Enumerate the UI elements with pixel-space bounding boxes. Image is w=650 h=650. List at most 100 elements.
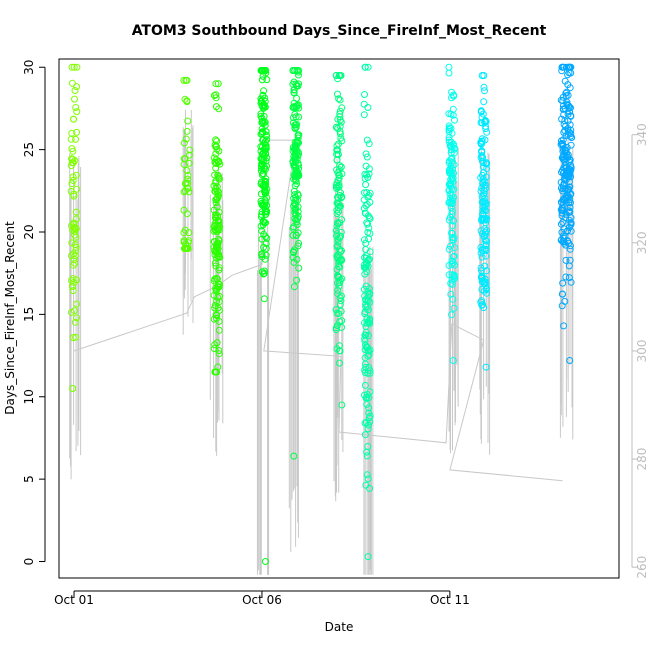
data-point (215, 105, 223, 113)
data-point (257, 197, 265, 205)
data-point (479, 110, 487, 118)
data-point (558, 67, 566, 75)
y-tick-label: 0 (22, 558, 36, 566)
data-point (445, 63, 453, 71)
data-point (210, 154, 218, 162)
data-point (365, 140, 373, 148)
data-point (562, 256, 570, 264)
data-point (334, 90, 341, 98)
data-point (478, 72, 486, 79)
data-point (335, 95, 343, 103)
data-point (364, 104, 372, 111)
data-point (557, 137, 565, 145)
data-point (292, 216, 300, 224)
data-point (334, 238, 342, 246)
data-point (445, 271, 453, 279)
data-point (479, 180, 487, 188)
y-tick-label: 15 (22, 307, 36, 322)
data-point (260, 295, 268, 303)
data-point (362, 323, 370, 330)
data-point (361, 270, 369, 278)
data-point (336, 359, 343, 367)
data-point (295, 71, 302, 79)
data-point (363, 452, 371, 460)
data-point (334, 146, 342, 154)
data-point (363, 189, 371, 196)
data-point (361, 431, 369, 439)
data-point (336, 162, 344, 170)
data-point (448, 207, 456, 215)
data-point (335, 72, 343, 79)
data-point (295, 239, 303, 247)
data-point (70, 190, 78, 198)
data-point (334, 242, 342, 250)
data-point (478, 286, 486, 293)
data-point (562, 214, 570, 222)
data-point (289, 224, 297, 232)
data-point (180, 188, 188, 196)
data-point (185, 159, 193, 167)
data-point (258, 235, 266, 243)
data-point (215, 235, 223, 243)
data-point (482, 252, 490, 260)
data-point (70, 278, 78, 286)
data-point (447, 242, 454, 250)
data-point (290, 452, 298, 460)
data-point (335, 310, 343, 317)
y-tick-label: 10 (22, 389, 36, 404)
data-point (292, 152, 300, 160)
data-point (334, 290, 342, 298)
y2-tick-label: 260 (635, 556, 649, 579)
data-point (334, 286, 342, 294)
data-point (482, 207, 490, 215)
data-point (360, 236, 368, 244)
data-point (212, 80, 220, 88)
data-point (214, 80, 222, 88)
x-tick-label: Oct 11 (430, 593, 470, 607)
data-point (289, 231, 297, 239)
data-point (361, 63, 369, 71)
data-point (450, 304, 458, 312)
data-point (215, 347, 223, 354)
data-point (71, 95, 78, 103)
data-point (290, 249, 298, 256)
data-point (73, 83, 81, 91)
data-point (261, 255, 269, 263)
data-point (73, 63, 81, 71)
data-point (295, 131, 303, 139)
data-point (445, 69, 453, 77)
data-point (332, 123, 340, 131)
data-point (71, 157, 79, 165)
data-point (213, 145, 221, 153)
points-layer (67, 63, 576, 565)
data-point (213, 187, 221, 195)
data-point (215, 350, 223, 358)
data-point (563, 88, 571, 96)
data-point (449, 222, 457, 230)
data-point (69, 334, 77, 342)
data-point (564, 110, 572, 118)
data-point (558, 168, 565, 176)
data-point (558, 212, 566, 220)
data-point (69, 177, 77, 184)
data-point (73, 108, 81, 116)
y-tick-label: 20 (22, 224, 36, 239)
data-point (215, 174, 223, 182)
data-point (72, 104, 80, 111)
data-point (215, 298, 223, 306)
data-point (293, 276, 301, 284)
data-point (448, 94, 455, 102)
data-point (70, 255, 78, 263)
data-point (212, 227, 219, 235)
data-point (482, 160, 490, 168)
data-point (214, 275, 221, 283)
y2-tick-label: 320 (635, 231, 649, 254)
data-point (214, 280, 222, 288)
data-point (559, 238, 567, 245)
data-point (334, 220, 342, 228)
data-point (210, 223, 218, 231)
data-point (480, 280, 488, 288)
data-point (565, 262, 573, 270)
data-point (180, 155, 188, 163)
data-point (564, 63, 572, 71)
